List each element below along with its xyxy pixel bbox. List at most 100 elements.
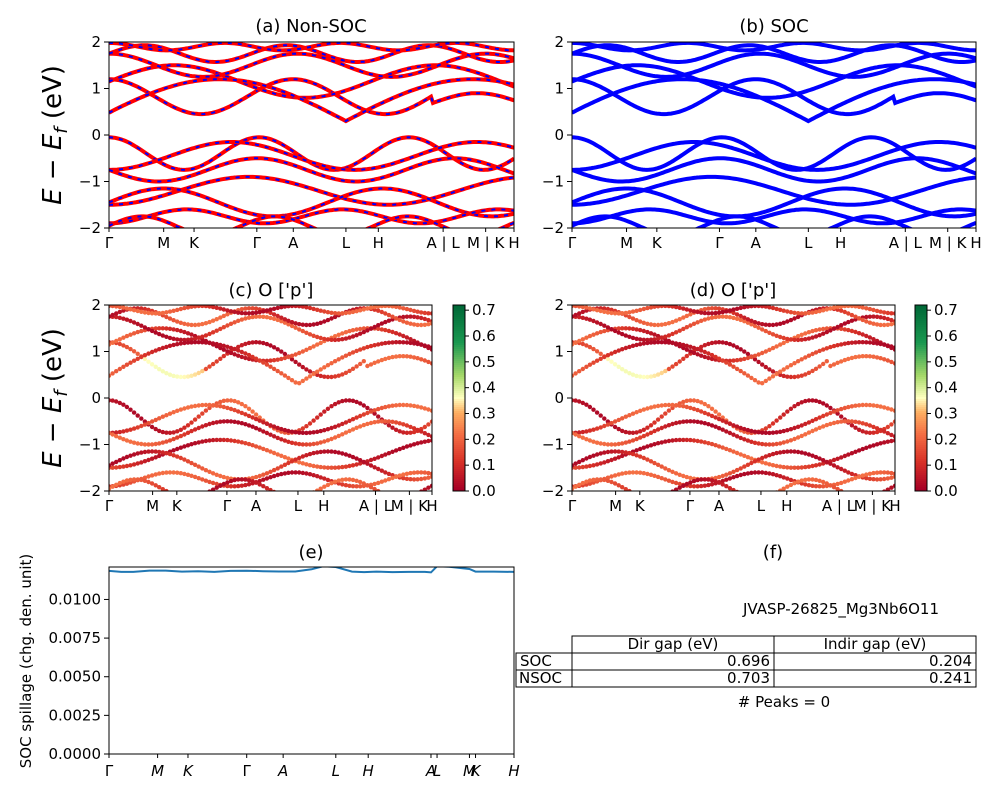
projection-point (846, 340, 851, 346)
colorbar-segment (915, 361, 927, 364)
projection-point (275, 452, 280, 457)
projection-point (867, 423, 873, 428)
projection-point (598, 477, 603, 482)
projection-point (846, 305, 851, 309)
projection-point (185, 443, 191, 448)
projection-point (243, 441, 248, 446)
projection-point (142, 306, 148, 312)
projection-point (763, 442, 768, 447)
projection-point (695, 419, 700, 424)
projection-point (250, 479, 255, 484)
projection-point (699, 348, 704, 353)
projection-point (383, 340, 388, 346)
projection-point (573, 461, 578, 466)
projection-point (146, 307, 151, 312)
projection-point (336, 337, 341, 342)
projection-point (343, 483, 349, 488)
projection-point (153, 483, 158, 488)
colorbar-segment (453, 367, 465, 370)
projection-point (146, 327, 151, 332)
xtick-label: A | L (427, 234, 461, 252)
projection-point (770, 374, 776, 379)
colorbar-segment (453, 385, 465, 388)
projection-point (677, 359, 682, 364)
projection-point (279, 493, 283, 497)
projection-point (135, 441, 140, 446)
projection-point (232, 398, 237, 404)
projection-point (634, 336, 639, 341)
table-row-nsoc: NSOC (519, 669, 562, 687)
projection-point (612, 473, 618, 478)
projection-point (681, 342, 686, 348)
projection-point (114, 434, 119, 439)
projection-point (587, 438, 593, 443)
projection-point (849, 404, 855, 409)
projection-point (286, 439, 291, 444)
colorbar-segment (915, 483, 927, 486)
material-id: JVASP-26825_Mg3Nb6O11 (742, 600, 939, 619)
projection-point (666, 408, 672, 413)
projection-point (239, 440, 244, 445)
band-line-dash (109, 215, 514, 228)
projection-point (243, 311, 248, 316)
projection-point (706, 404, 711, 409)
projection-point (727, 476, 733, 481)
projection-point (239, 401, 244, 407)
projection-point (408, 477, 413, 482)
projection-point (415, 491, 419, 495)
projection-point (756, 457, 761, 462)
projection-point (307, 322, 313, 328)
projection-point (253, 444, 259, 449)
projection-point (634, 436, 639, 442)
projection-point (691, 321, 697, 326)
projection-point (681, 315, 686, 320)
projection-point (720, 445, 725, 450)
projection-point (688, 312, 693, 317)
projection-point (117, 429, 123, 435)
projection-point (279, 371, 284, 376)
projection-point (210, 437, 216, 443)
projection-point (853, 403, 858, 408)
projection-point (386, 423, 392, 428)
projection-point (300, 426, 305, 431)
projection-point (853, 329, 858, 335)
projection-point (182, 471, 187, 477)
projection-point (860, 421, 865, 426)
projection-point (246, 356, 252, 362)
colorbar-segment (915, 433, 927, 436)
projection-point (871, 314, 876, 319)
projection-point (813, 477, 819, 483)
projection-point (612, 349, 618, 355)
projection-point (279, 356, 284, 362)
projection-point (706, 482, 711, 488)
projection-point (286, 456, 291, 461)
projection-point (749, 318, 754, 323)
panel-b-bands (572, 42, 976, 228)
projection-point (864, 340, 869, 345)
projection-point (221, 437, 226, 443)
projection-point (257, 340, 262, 345)
projection-point (720, 340, 725, 345)
projection-point (641, 341, 646, 346)
projection-point (397, 429, 402, 434)
projection-point (250, 340, 255, 345)
ytick-label: 1 (91, 343, 101, 361)
projection-point (871, 340, 876, 346)
projection-point (706, 306, 711, 311)
projection-point (652, 337, 657, 342)
projection-point (885, 439, 890, 444)
projection-point (734, 316, 740, 321)
projection-point (401, 319, 406, 324)
projection-point (591, 318, 596, 324)
projection-point (286, 318, 291, 323)
projection-point (598, 425, 603, 430)
projection-point (307, 463, 313, 468)
projection-point (343, 336, 349, 341)
projection-point (663, 321, 668, 327)
projection-point (853, 449, 858, 454)
projection-point (792, 425, 797, 431)
projection-point (587, 362, 593, 367)
projection-point (749, 354, 754, 360)
projection-point (128, 439, 133, 444)
